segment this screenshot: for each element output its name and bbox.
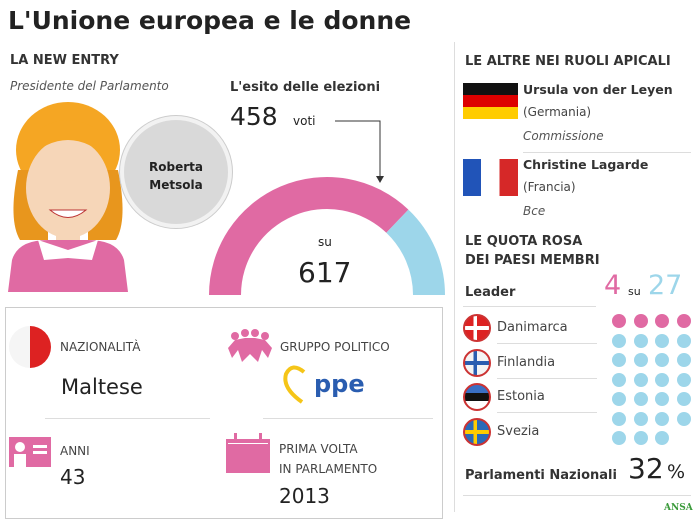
leader-dot bbox=[612, 392, 626, 406]
leader-dot bbox=[655, 333, 669, 348]
percent-sign: % bbox=[667, 461, 686, 483]
leader-label: Leader bbox=[465, 285, 516, 300]
leader-dot bbox=[676, 411, 691, 426]
ppe-logo: ppe bbox=[282, 364, 372, 406]
germany-flag-icon bbox=[463, 83, 518, 119]
group-people-icon bbox=[228, 329, 272, 362]
person-name: Christine Lagarde bbox=[523, 157, 649, 172]
malta-flag-icon bbox=[9, 326, 51, 368]
leader-dot bbox=[612, 431, 626, 445]
nationality-value: Maltese bbox=[61, 375, 143, 399]
leader-dot bbox=[655, 372, 669, 387]
age-label: ANNI bbox=[60, 444, 90, 458]
gauge-rest-arc bbox=[386, 209, 445, 295]
group-label: GRUPPO POLITICO bbox=[280, 340, 390, 354]
country-name: Estonia bbox=[497, 389, 545, 404]
facts-box bbox=[5, 307, 443, 519]
person-country: (Francia) bbox=[523, 180, 576, 194]
estonia-flag-icon bbox=[463, 383, 491, 411]
woman-leader-dot bbox=[612, 314, 626, 328]
leader-dot bbox=[633, 353, 648, 367]
leader-dot bbox=[676, 333, 691, 348]
arrow-head-icon bbox=[376, 176, 384, 183]
total-value: 617 bbox=[298, 256, 352, 289]
total-countries: 27 bbox=[648, 270, 683, 301]
woman-leader-dot bbox=[676, 314, 691, 328]
leader-dot bbox=[676, 353, 691, 367]
leader-dot bbox=[633, 411, 648, 426]
votes-unit: voti bbox=[293, 114, 316, 128]
leader-dot bbox=[612, 333, 626, 348]
new-entry-heading: LA NEW ENTRY bbox=[10, 53, 119, 68]
leader-dot bbox=[633, 372, 648, 387]
leader-dot bbox=[676, 392, 691, 406]
country-name: Danimarca bbox=[497, 320, 568, 335]
su-label: su bbox=[628, 285, 641, 298]
women-leaders-count: 4 bbox=[604, 270, 622, 301]
calendar-icon bbox=[226, 433, 270, 473]
france-flag-icon bbox=[463, 159, 518, 196]
page-title: L'Unione europea e le donne bbox=[8, 6, 412, 35]
leader-dot bbox=[633, 431, 648, 445]
parliaments-value: 32 bbox=[628, 452, 664, 485]
leader-dot bbox=[676, 372, 691, 387]
votes-value: 458 bbox=[230, 102, 278, 131]
leader-dot bbox=[655, 411, 669, 426]
person-name: Ursula von der Leyen bbox=[523, 82, 673, 97]
name-badge: Roberta Metsola bbox=[120, 116, 232, 228]
others-heading: LE ALTRE NEI RUOLI APICALI bbox=[465, 54, 671, 69]
age-value: 43 bbox=[60, 465, 86, 489]
name-first: Roberta bbox=[149, 160, 203, 174]
quota-heading: LE QUOTA ROSA DEI PAESI MEMBRI bbox=[465, 234, 600, 268]
role-label: Presidente del Parlamento bbox=[10, 79, 169, 93]
person-role: Commissione bbox=[523, 129, 604, 143]
person-country: (Germania) bbox=[523, 105, 592, 119]
election-gauge bbox=[209, 120, 445, 295]
of-label: su bbox=[318, 235, 332, 249]
id-card-icon bbox=[9, 437, 51, 467]
leader-dot bbox=[612, 372, 626, 387]
leader-dot bbox=[633, 333, 648, 348]
woman-leader-dot bbox=[633, 314, 648, 328]
leader-dot bbox=[655, 353, 669, 367]
person-role: Bce bbox=[523, 204, 546, 218]
woman-illustration bbox=[8, 102, 128, 292]
first-year-value: 2013 bbox=[279, 484, 330, 508]
parliaments-label: Parlamenti Nazionali bbox=[465, 468, 617, 483]
country-name: Svezia bbox=[497, 423, 540, 439]
leader-dot bbox=[633, 392, 648, 406]
first-time-label: PRIMA VOLTA IN PARLAMENTO bbox=[279, 442, 378, 476]
election-heading: L'esito delle elezioni bbox=[230, 80, 381, 95]
divider bbox=[454, 42, 455, 512]
svezia-flag-icon bbox=[463, 417, 491, 446]
woman-leader-dot bbox=[655, 314, 669, 328]
leader-dot bbox=[612, 411, 626, 426]
leader-dot bbox=[612, 353, 626, 367]
leader-dot bbox=[655, 392, 669, 406]
country-name: Finlandia bbox=[497, 354, 556, 370]
arrow-line bbox=[335, 120, 381, 178]
gauge-votes-arc bbox=[209, 177, 409, 295]
ansa-logo: ANSA bbox=[664, 503, 693, 513]
name-last: Metsola bbox=[149, 178, 203, 192]
danimarca-flag-icon bbox=[463, 314, 491, 342]
finlandia-flag-icon bbox=[463, 348, 491, 377]
leader-dot bbox=[655, 431, 669, 445]
nationality-label: NAZIONALITÀ bbox=[60, 340, 141, 354]
